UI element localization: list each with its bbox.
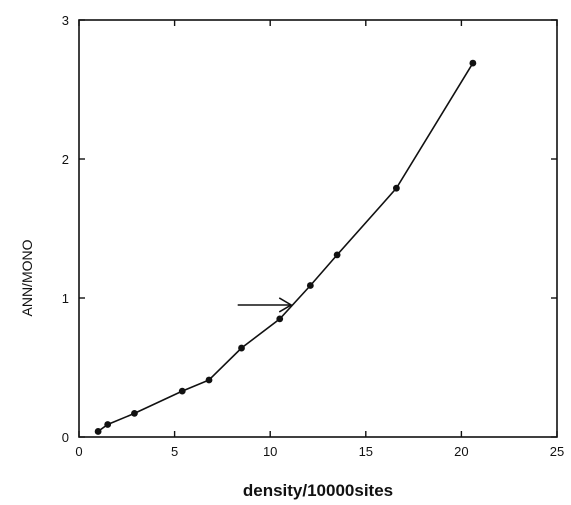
y-tick-label: 1 [62,291,69,306]
data-series [94,59,477,435]
data-point [333,251,341,259]
arrow-head [278,297,293,313]
data-point [104,421,112,428]
x-tick-label: 25 [550,444,564,459]
x-tick-label: 0 [75,444,82,459]
data-point [238,344,245,352]
plot-frame [78,19,558,438]
data-point [469,59,477,67]
data-point [94,428,102,435]
plot-border [78,19,558,438]
annotations [237,297,293,313]
y-axis-title: ANN/MONO [19,239,35,316]
y-tick-label: 2 [62,152,69,167]
x-tick-label: 5 [171,444,178,459]
axis-ticks [78,19,558,438]
x-axis-title: density/10000sites [243,481,393,500]
data-point [306,282,314,289]
y-tick-label: 0 [62,430,69,445]
data-point [392,184,400,192]
series-line [97,62,474,433]
x-tick-label: 10 [263,444,277,459]
data-point [178,387,186,395]
x-tick-label: 15 [359,444,373,459]
tick-labels: 0 5 10 15 20 25 0 1 2 3 [62,13,564,459]
data-point [131,409,138,417]
data-point [205,376,213,384]
y-tick-label: 3 [62,13,69,28]
data-point [276,315,284,323]
x-tick-label: 20 [454,444,468,459]
